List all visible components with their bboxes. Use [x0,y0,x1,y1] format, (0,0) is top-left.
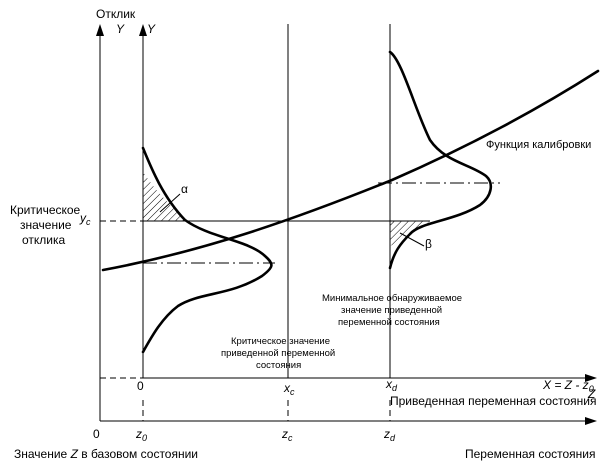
xd-tick: xd [385,377,398,393]
x-axis-arrow-icon [585,374,597,382]
zc-tick: zc [281,427,293,443]
critical-value-note-line2: приведенной переменной [221,348,335,359]
state-variable-axis-label: Переменная состояния [465,447,596,461]
z-zero-tick: 0 [93,427,100,441]
x-zero-tick: 0 [137,379,144,393]
min-detectable-note-line1: Минимальное обнаруживаемое [322,293,462,304]
alpha-hatched-area [143,172,188,221]
min-detectable-note-line3: переменной состояния [338,317,440,328]
left-distribution-curve [141,146,273,354]
yc-tick: yc [79,211,91,227]
critical-response-label-line2: значение [20,218,72,232]
critical-response-label-line3: отклика [22,233,66,247]
critical-value-note-line1: Критическое значение [231,336,330,347]
z-arrow-label: Z [587,387,596,401]
calibration-function-label: Функция калибровки [486,139,591,151]
xc-tick: xc [283,381,295,397]
beta-leader [399,232,425,247]
z-axis-arrow-icon [585,417,597,425]
zd-tick: zd [383,427,396,443]
z-axis [100,417,597,425]
alpha-leader [159,193,181,213]
min-detectable-note-line2: значение приведенной [341,305,442,316]
base-state-value-label: Значение Z в базовом состоянии [14,447,198,461]
z0-tick: z0 [135,427,147,443]
critical-value-note-line3: состояния [256,360,301,371]
critical-response-label-line1: Критическое [10,203,81,217]
alpha-label: α [181,182,188,196]
response-axis-title: Отклик [96,7,136,21]
inner-y-axis-label: Y [147,22,156,36]
beta-label: β [425,237,432,251]
calibration-function-curve [101,69,600,272]
outer-y-arrow-icon [96,24,104,36]
outer-y-axis-label: Y [116,22,125,36]
right-distribution-curve [388,50,493,270]
x-equation-label: X = Z - z0 [542,378,594,394]
inner-y-arrow-icon [139,24,147,36]
reduced-variable-axis-label: Приведенная переменная состояния [390,394,596,408]
x-axis [143,374,597,382]
outer-y-axis [96,24,104,421]
